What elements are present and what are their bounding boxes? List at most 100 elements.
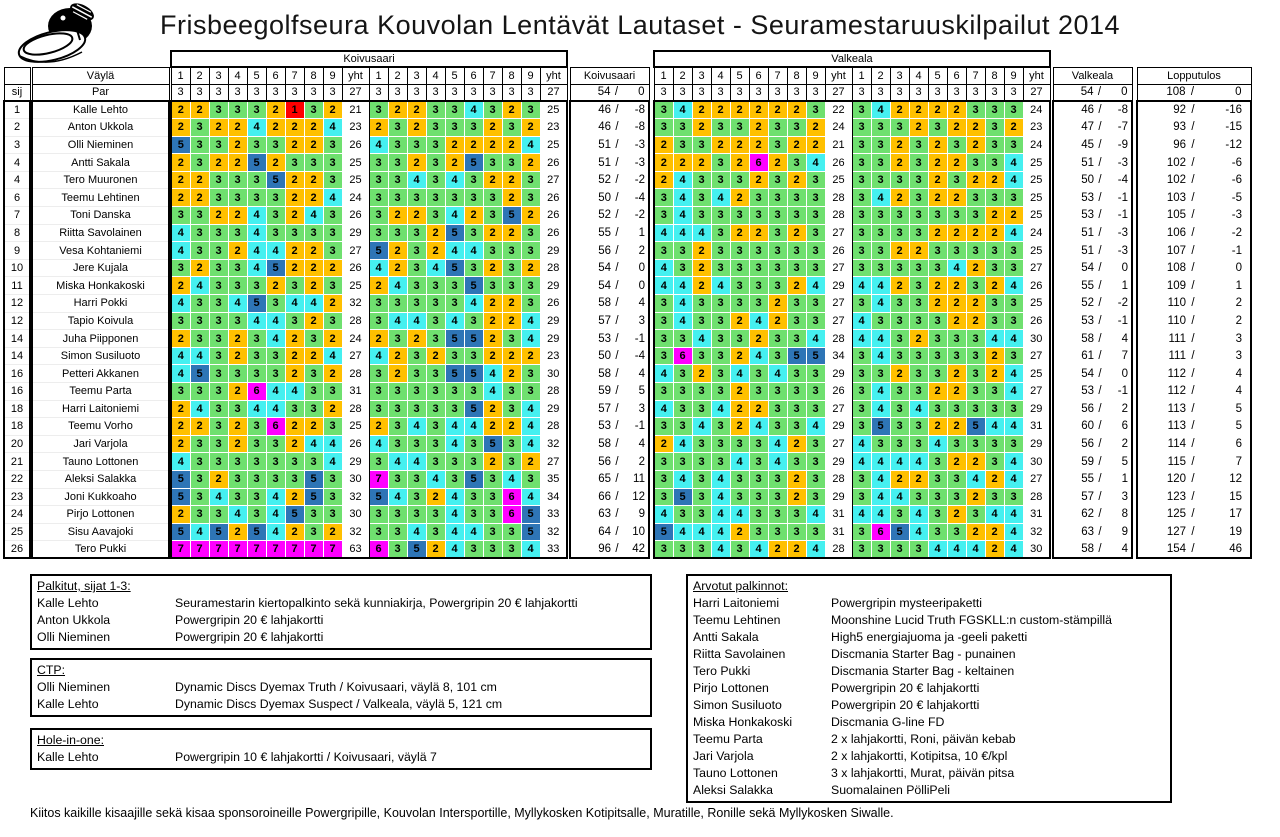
score-cell: 3	[1003, 135, 1024, 155]
score-cell: 4	[520, 434, 541, 454]
score-cell: 3	[805, 241, 826, 260]
score-cell: 3	[691, 170, 712, 190]
slash-separator: /	[615, 438, 619, 451]
total-value: 58	[1081, 332, 1094, 345]
total-value: 105	[1166, 209, 1186, 222]
score-cell: 3	[189, 487, 210, 507]
slash-separator: /	[615, 156, 619, 169]
score-cell: 2	[482, 170, 503, 190]
score-cell: 3	[208, 434, 229, 454]
score-cell: 3	[908, 294, 929, 313]
prize-recipient: Simon Susiluoto	[693, 698, 782, 712]
slash-separator: /	[615, 385, 619, 398]
score-cell: 3	[387, 223, 408, 243]
score-cell: 3	[387, 399, 408, 419]
score-cell: 2	[946, 417, 967, 436]
total-value: 19	[1229, 526, 1242, 539]
total-value: 46	[598, 104, 611, 117]
score-cell: 3	[208, 346, 229, 366]
total-value: -9	[1117, 138, 1128, 151]
score-cell: 3	[805, 487, 826, 507]
score-cell: 2	[729, 188, 750, 208]
hole-number-header: 3	[208, 66, 229, 85]
score-cell: 3	[851, 188, 872, 208]
score-cell: 4	[520, 487, 541, 507]
score-cell: 3	[387, 469, 408, 489]
score-cell: 2	[984, 276, 1005, 296]
score-cell: 4	[908, 399, 929, 419]
score-cell: 3	[908, 311, 929, 331]
score-cell: 4	[170, 223, 191, 243]
score-cell: 2	[284, 434, 305, 454]
prize-description: Moonshine Lucid Truth FGSKLL:n custom-st…	[831, 613, 1112, 627]
score-cell: 2	[406, 206, 427, 225]
slash-separator: /	[1098, 121, 1102, 134]
total-value: 56	[598, 455, 611, 468]
course-total-cell: 46/-8	[569, 100, 650, 119]
total-value: 112	[1167, 367, 1186, 380]
total-value: 15	[1229, 490, 1242, 503]
round-total-cell: 32	[341, 488, 370, 506]
total-value: 125	[1166, 508, 1186, 521]
round-total-cell: 26	[824, 241, 853, 260]
slash-separator: /	[1098, 508, 1102, 521]
prize-description: Suomalainen PölliPeli	[831, 783, 950, 797]
score-cell: 3	[691, 469, 712, 489]
score-cell: 3	[406, 346, 427, 366]
score-cell: 2	[927, 294, 948, 313]
score-cell: 3	[927, 311, 948, 331]
score-cell: 5	[444, 258, 465, 278]
score-cell: 3	[908, 223, 929, 243]
score-cell: 3	[520, 100, 541, 120]
score-cell: 3	[368, 206, 389, 225]
score-cell: 2	[767, 311, 788, 331]
score-cell: 7	[265, 540, 286, 560]
total-value: -6	[1231, 156, 1242, 169]
slash-separator: /	[1098, 279, 1102, 292]
hole-number-header: 8	[303, 66, 324, 85]
total-value: 92	[1173, 104, 1186, 117]
course-total-cell: 53/-1	[1052, 312, 1133, 330]
score-cell: 4	[851, 276, 872, 296]
prize-row: Tero Pukki Discmania Starter Bag - keltai…	[693, 663, 1165, 680]
score-cell: 3	[889, 434, 910, 454]
total-value: 53	[1081, 314, 1094, 327]
score-cell: 3	[189, 118, 210, 137]
score-cell: 3	[729, 206, 750, 225]
course-total-cell: 60/6	[1052, 417, 1133, 436]
score-cell: 3	[425, 100, 446, 120]
course-total-cell: 56/2	[1052, 400, 1133, 418]
score-cell: 2	[889, 135, 910, 155]
slash-separator: /	[1191, 138, 1195, 151]
score-cell: 3	[189, 294, 210, 313]
slash-separator: /	[1098, 332, 1102, 345]
score-cell: 2	[908, 469, 929, 489]
final-header: Lopputulos	[1136, 66, 1252, 85]
score-cell: 3	[322, 417, 343, 436]
par-round-total: 27	[539, 83, 568, 102]
total-value: 46	[598, 121, 611, 134]
score-cell: 5	[672, 487, 693, 507]
score-cell: 3	[425, 505, 446, 524]
score-cell: 2	[284, 135, 305, 155]
score-cell: 2	[927, 276, 948, 296]
hole-number-header: 6	[463, 66, 484, 85]
rank-cell: 7	[3, 206, 31, 225]
prize-recipient: Anton Ukkola	[37, 613, 111, 627]
score-cell: 2	[227, 346, 248, 366]
score-cell: 3	[984, 487, 1005, 507]
score-cell: 3	[208, 241, 229, 260]
prize-description: 2 x lahjakortti, Roni, päivän kebab	[831, 732, 1016, 746]
score-cell: 3	[786, 294, 807, 313]
score-cell: 3	[170, 258, 191, 278]
score-cell: 3	[710, 346, 731, 366]
player-name-cell: Miska Honkakoski	[31, 276, 170, 296]
score-cell: 3	[984, 452, 1005, 471]
score-cell: 3	[387, 118, 408, 137]
total-value: 2	[638, 244, 645, 257]
score-cell: 3	[786, 382, 807, 401]
score-cell: 2	[672, 153, 693, 172]
total-value: 62	[1081, 508, 1094, 521]
score-cell: 3	[444, 469, 465, 489]
slash-separator: /	[615, 209, 619, 222]
